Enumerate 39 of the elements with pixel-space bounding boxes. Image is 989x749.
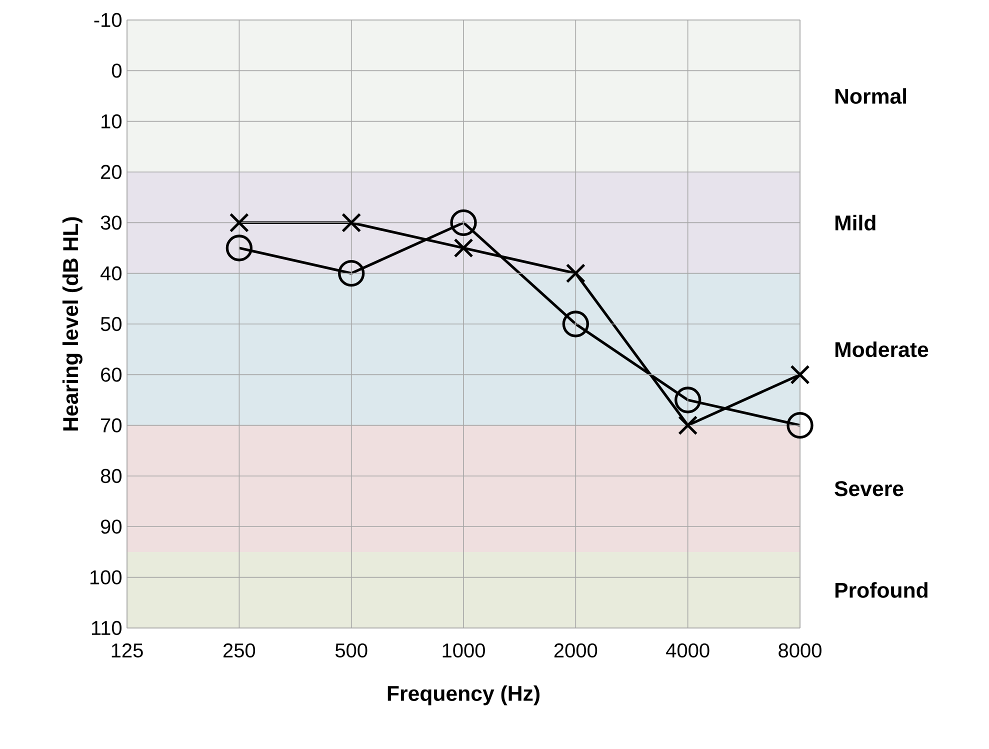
x-tick-label: 2000: [554, 643, 598, 658]
band-label: Severe: [834, 481, 904, 496]
point: [674, 386, 702, 414]
y-tick-label: 70: [101, 418, 122, 432]
y-axis-title: Hearing level (dB HL): [62, 217, 82, 430]
y-tick-label: 60: [101, 368, 122, 382]
y-tick-label: 10: [102, 114, 122, 128]
x-tick-label: 250: [224, 643, 256, 658]
y-tick-label: 0: [112, 64, 122, 78]
y-tick-label: 20: [101, 164, 122, 180]
band-label: Mild: [835, 214, 876, 230]
x-tick-label: 4000: [666, 643, 710, 658]
point: [562, 310, 589, 338]
x-tick-label: 8000: [778, 643, 822, 658]
point: [454, 238, 474, 258]
y-tick-label: 50: [100, 316, 122, 332]
point: [338, 260, 365, 287]
x-tick-label: 125: [112, 643, 143, 658]
y-tick-label: 110: [92, 620, 122, 636]
point: [566, 264, 586, 284]
y-tick-label: 40: [100, 266, 122, 280]
y-tick-label: 80: [100, 468, 122, 484]
band-label: Profound: [835, 582, 928, 598]
point: [790, 364, 810, 384]
point: [450, 209, 477, 236]
point: [226, 234, 253, 262]
point: [229, 212, 250, 232]
point: [678, 416, 698, 436]
x-axis-title: Frequency (Hz): [388, 685, 540, 706]
y-tick-label: 30: [100, 216, 122, 230]
y-tick-label: 90: [101, 520, 122, 534]
point: [342, 212, 362, 232]
y-tick-label: -10: [94, 12, 122, 28]
y-tick-label: 100: [90, 570, 122, 584]
x-tick-label: 500: [335, 643, 368, 658]
band-label: Normal: [835, 88, 906, 104]
band-label: Moderate: [835, 342, 928, 358]
x-tick-label: 1000: [442, 643, 485, 658]
point: [786, 412, 814, 439]
